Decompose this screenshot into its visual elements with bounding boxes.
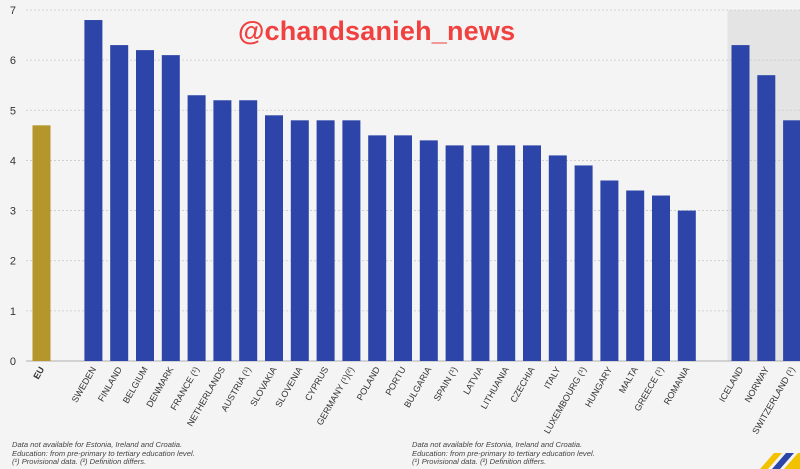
bar bbox=[445, 145, 464, 361]
bar bbox=[187, 95, 206, 361]
x-category-label: CYPRUS bbox=[303, 365, 330, 402]
footnote-line: (¹) Provisional data. (²) Definition dif… bbox=[412, 457, 547, 467]
bar bbox=[574, 165, 593, 361]
footnote-line: Data not available for Estonia, Ireland … bbox=[412, 440, 583, 449]
bar bbox=[419, 140, 438, 361]
watermark-text: @chandsanieh_news bbox=[238, 16, 516, 46]
bar bbox=[731, 45, 750, 361]
bar bbox=[497, 145, 516, 361]
x-category-label: SPAIN (¹) bbox=[432, 365, 460, 403]
x-category-label: CZECHIA bbox=[508, 365, 536, 404]
bar bbox=[110, 45, 129, 361]
bar bbox=[316, 120, 335, 361]
bar bbox=[677, 210, 696, 361]
bar bbox=[239, 100, 258, 361]
y-tick-label: 6 bbox=[10, 55, 16, 67]
y-tick-label: 0 bbox=[10, 356, 16, 368]
footnote-line: Education: from pre-primary to tertiary … bbox=[12, 448, 195, 458]
bar bbox=[523, 145, 541, 361]
x-category-label: EU bbox=[31, 365, 46, 381]
y-tick-label: 4 bbox=[10, 155, 16, 167]
bar bbox=[757, 75, 776, 361]
bar bbox=[32, 125, 51, 361]
footnote-left: Data not available for Estonia, Ireland … bbox=[12, 440, 195, 467]
x-category-label: ROMANIA bbox=[662, 365, 692, 406]
bar bbox=[161, 55, 180, 361]
x-category-label: FINLAND bbox=[96, 365, 124, 404]
logo-icon bbox=[760, 453, 800, 469]
x-category-label: MALTA bbox=[617, 365, 640, 395]
bar bbox=[548, 155, 567, 361]
bar bbox=[783, 120, 800, 361]
footnote-line: Education: from pre-primary to tertiary … bbox=[412, 448, 595, 458]
x-category-label: ITALY bbox=[542, 365, 563, 391]
y-tick-label: 7 bbox=[10, 5, 16, 17]
x-category-label: BULGARIA bbox=[402, 365, 433, 409]
x-category-label: SLOVENIA bbox=[273, 365, 304, 409]
bar bbox=[213, 100, 232, 361]
footnote-line: Data not available for Estonia, Ireland … bbox=[12, 440, 183, 449]
y-tick-label: 1 bbox=[10, 306, 16, 318]
x-category-label: NORWAY bbox=[743, 365, 771, 404]
x-category-label: HUNGARY bbox=[583, 365, 614, 409]
x-category-label: ICELAND bbox=[717, 365, 745, 404]
bar bbox=[394, 135, 412, 361]
bar bbox=[290, 120, 309, 361]
x-category-label: PORTU bbox=[383, 365, 407, 397]
y-tick-label: 5 bbox=[10, 105, 16, 117]
x-category-label: POLAND bbox=[355, 365, 382, 402]
bar bbox=[342, 120, 361, 361]
x-category-label: SWEDEN bbox=[70, 365, 98, 404]
bar bbox=[471, 145, 490, 361]
x-category-label: BELGIUM bbox=[121, 365, 150, 405]
bar bbox=[626, 190, 645, 361]
y-tick-label: 2 bbox=[10, 256, 16, 268]
bar bbox=[265, 115, 283, 361]
bar bbox=[652, 195, 670, 361]
bar bbox=[600, 180, 619, 361]
y-tick-label: 3 bbox=[10, 206, 16, 218]
bar bbox=[136, 50, 154, 361]
bar bbox=[368, 135, 387, 361]
x-category-label: LATVIA bbox=[461, 365, 485, 396]
footnote-line: (¹) Provisional data. (²) Definition dif… bbox=[12, 457, 147, 467]
footnote-right: Data not available for Estonia, Ireland … bbox=[412, 440, 595, 467]
bar bbox=[84, 20, 103, 362]
